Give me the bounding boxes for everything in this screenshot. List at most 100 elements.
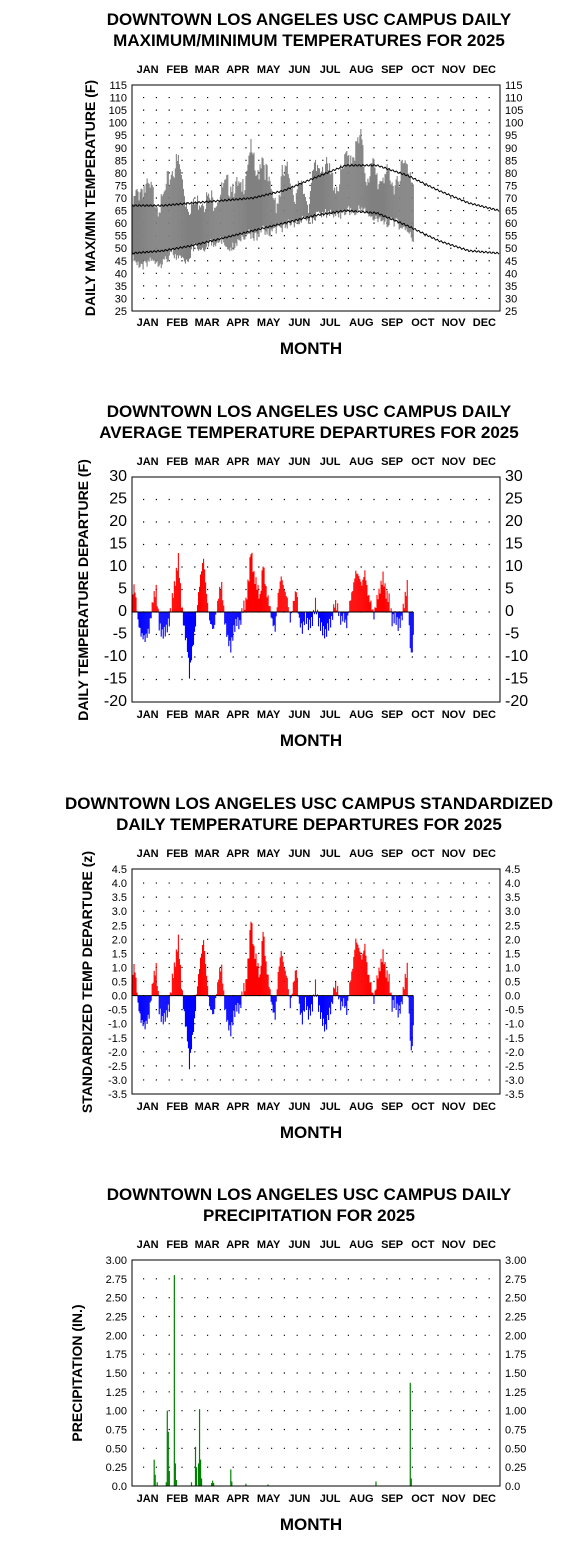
- y-tick-label-right: 0.5: [505, 977, 520, 989]
- month-label-bottom: MAR: [195, 1493, 220, 1505]
- y-tick-label-right: 3.5: [505, 892, 520, 904]
- chart-title-line-1: DOWNTOWN LOS ANGELES USC CAMPUS DAILY: [107, 1185, 512, 1204]
- month-label-bottom: APR: [226, 709, 249, 721]
- x-axis-label: MONTH: [280, 1123, 342, 1142]
- y-tick-label-right: 25: [505, 306, 517, 318]
- month-label-top: JUL: [320, 1239, 341, 1251]
- y-tick-label-right: -0.5: [505, 1005, 524, 1017]
- y-tick-label-right: 1.75: [505, 1349, 526, 1361]
- y-axis-label: STANDARDIZED TEMP DEPARTURE (z): [79, 851, 95, 1113]
- y-tick-label-left: 0.0: [112, 991, 127, 1003]
- y-tick-label-left: 2.25: [106, 1312, 127, 1324]
- y-tick-label-left: 75: [115, 180, 127, 192]
- month-label-top: NOV: [442, 1239, 467, 1251]
- month-label-bottom: FEB: [166, 317, 188, 329]
- y-tick-label-left: -3.5: [108, 1089, 127, 1101]
- y-tick-label-right: 35: [505, 281, 517, 293]
- month-label-top: SEP: [381, 456, 403, 468]
- y-tick-label-left: 95: [115, 130, 127, 142]
- y-tick-label-left: 50: [115, 243, 127, 255]
- y-tick-label-right: 60: [505, 218, 517, 230]
- y-tick-label-left: -3.0: [108, 1075, 127, 1087]
- y-tick-label-left: -15: [104, 671, 127, 688]
- y-tick-label-left: 35: [115, 281, 127, 293]
- y-tick-label-left: 25: [109, 491, 127, 508]
- chart-3: DOWNTOWN LOS ANGELES USC CAMPUS STANDARD…: [65, 794, 553, 1142]
- month-label-bottom: FEB: [166, 1101, 188, 1113]
- y-tick-label-right: 10: [505, 558, 523, 575]
- month-label-top: FEB: [166, 64, 188, 76]
- y-axis-label: PRECIPITATION (IN.): [69, 1304, 85, 1441]
- y-tick-label-right: 75: [505, 180, 517, 192]
- month-label-top: APR: [226, 456, 249, 468]
- y-tick-label-right: 20: [505, 513, 523, 530]
- month-label-bottom: DEC: [473, 1493, 496, 1505]
- y-tick-label-right: 0.0: [505, 991, 520, 1003]
- y-tick-label-left: 70: [115, 193, 127, 205]
- y-tick-label-right: 1.0: [505, 962, 520, 974]
- y-tick-label-right: 4.0: [505, 878, 520, 890]
- y-tick-label-right: 2.25: [505, 1312, 526, 1324]
- month-label-top: JAN: [137, 64, 159, 76]
- month-label-top: MAR: [195, 64, 220, 76]
- y-tick-label-right: 0.0: [505, 1481, 520, 1493]
- y-tick-label-right: 95: [505, 130, 517, 142]
- month-label-bottom: APR: [226, 1493, 249, 1505]
- month-label-bottom: JUL: [320, 1493, 341, 1505]
- month-label-top: JUL: [320, 848, 341, 860]
- y-tick-label-left: 2.0: [112, 934, 127, 946]
- y-tick-label-left: -2.5: [108, 1061, 127, 1073]
- month-label-top: JUL: [320, 64, 341, 76]
- y-tick-label-left: 4.0: [112, 878, 127, 890]
- y-tick-label-left: 5: [118, 581, 127, 598]
- month-label-bottom: JUL: [320, 709, 341, 721]
- month-label-bottom: SEP: [381, 1493, 403, 1505]
- month-label-bottom: JUN: [288, 317, 310, 329]
- month-label-top: MAR: [195, 848, 220, 860]
- y-tick-label-right: 0.50: [505, 1443, 526, 1455]
- y-tick-label-right: -5: [505, 626, 519, 643]
- y-tick-label-right: 110: [505, 93, 523, 105]
- y-tick-label-right: 85: [505, 155, 517, 167]
- chart-title-line-2: DAILY TEMPERATURE DEPARTURES FOR 2025: [116, 815, 502, 834]
- y-tick-label-right: -15: [505, 671, 528, 688]
- month-label-top: DEC: [473, 64, 496, 76]
- month-label-top: MAR: [195, 1239, 220, 1251]
- y-tick-label-right: -1.0: [505, 1019, 524, 1031]
- month-label-top: MAY: [257, 1239, 281, 1251]
- month-label-top: FEB: [166, 456, 188, 468]
- y-tick-label-left: -1.0: [108, 1019, 127, 1031]
- y-tick-label-right: 0: [505, 603, 514, 620]
- data-marks: [153, 1275, 412, 1486]
- month-label-bottom: OCT: [411, 317, 435, 329]
- y-tick-label-left: 2.00: [106, 1330, 127, 1342]
- chart-4: DOWNTOWN LOS ANGELES USC CAMPUS DAILY PRE…: [69, 1185, 526, 1534]
- y-tick-label-right: -20: [505, 693, 528, 710]
- month-label-bottom: NOV: [442, 1101, 467, 1113]
- y-tick-label-left: 0.25: [106, 1462, 127, 1474]
- y-tick-label-left: 60: [115, 218, 127, 230]
- month-label-bottom: SEP: [381, 317, 403, 329]
- x-axis-label: MONTH: [280, 731, 342, 750]
- month-label-top: AUG: [349, 64, 373, 76]
- y-tick-label-left: 1.25: [106, 1387, 127, 1399]
- y-tick-label-left: -20: [104, 693, 127, 710]
- y-tick-label-right: 40: [505, 268, 517, 280]
- y-tick-label-left: 2.50: [106, 1293, 127, 1305]
- y-tick-label-right: 2.00: [505, 1330, 526, 1342]
- month-label-top: JAN: [137, 1239, 159, 1251]
- month-label-top: APR: [226, 848, 249, 860]
- y-tick-label-right: 3.00: [505, 1255, 526, 1267]
- chart-title-line-2: AVERAGE TEMPERATURE DEPARTURES FOR 2025: [99, 423, 518, 442]
- y-tick-label-right: 2.50: [505, 1293, 526, 1305]
- chart-title-line-2: PRECIPITATION FOR 2025: [203, 1206, 415, 1225]
- month-label-top: MAY: [257, 456, 281, 468]
- month-label-bottom: AUG: [349, 709, 373, 721]
- data-marks: [131, 129, 500, 270]
- month-label-top: APR: [226, 1239, 249, 1251]
- month-label-top: SEP: [381, 848, 403, 860]
- month-label-top: MAY: [257, 64, 281, 76]
- y-tick-label-left: 0.5: [112, 977, 127, 989]
- data-marks: [131, 552, 414, 679]
- y-tick-label-left: 80: [115, 168, 127, 180]
